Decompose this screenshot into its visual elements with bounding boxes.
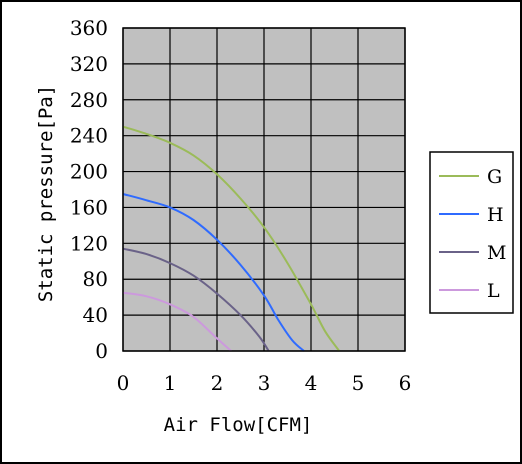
y-tick-label: 320	[70, 52, 108, 76]
y-tick-label: 240	[70, 124, 108, 148]
series-layer	[122, 125, 341, 352]
y-axis-label: Static pressure[Pa]	[35, 85, 57, 302]
legend-label-G: G	[487, 166, 502, 188]
x-tick-label: 1	[164, 371, 177, 395]
x-tick-label: 6	[399, 371, 412, 395]
y-tick-label: 40	[83, 303, 108, 327]
legend-box	[429, 151, 514, 314]
x-tick-label: 4	[305, 371, 318, 395]
y-tick-label: 120	[70, 231, 108, 255]
y-tick-label: 280	[70, 88, 108, 112]
series-line-G	[122, 125, 341, 352]
y-tick-label: 0	[95, 339, 108, 363]
legend-label-L: L	[487, 280, 500, 302]
y-tick-label: 360	[70, 16, 108, 40]
x-tick-labels: 0 1 2 3 4 5 6	[117, 371, 412, 395]
series-line-L	[122, 291, 232, 352]
x-axis-label: Air Flow[CFM]	[164, 414, 313, 436]
x-tick-label: 5	[352, 371, 365, 395]
series-line-M	[122, 247, 270, 352]
legend-label-H: H	[487, 204, 504, 226]
y-tick-label: 80	[83, 267, 108, 291]
plot-border	[122, 27, 406, 352]
y-tick-label: 160	[70, 195, 108, 219]
x-tick-label: 3	[258, 371, 271, 395]
y-tick-label: 200	[70, 160, 108, 184]
x-tick-label: 0	[117, 371, 130, 395]
x-tick-label: 2	[211, 371, 224, 395]
series-line-H	[122, 193, 305, 352]
legend-label-M: M	[487, 242, 506, 264]
y-tick-labels: 0 40 80 120 160 200 240 280 320 360	[70, 16, 108, 363]
